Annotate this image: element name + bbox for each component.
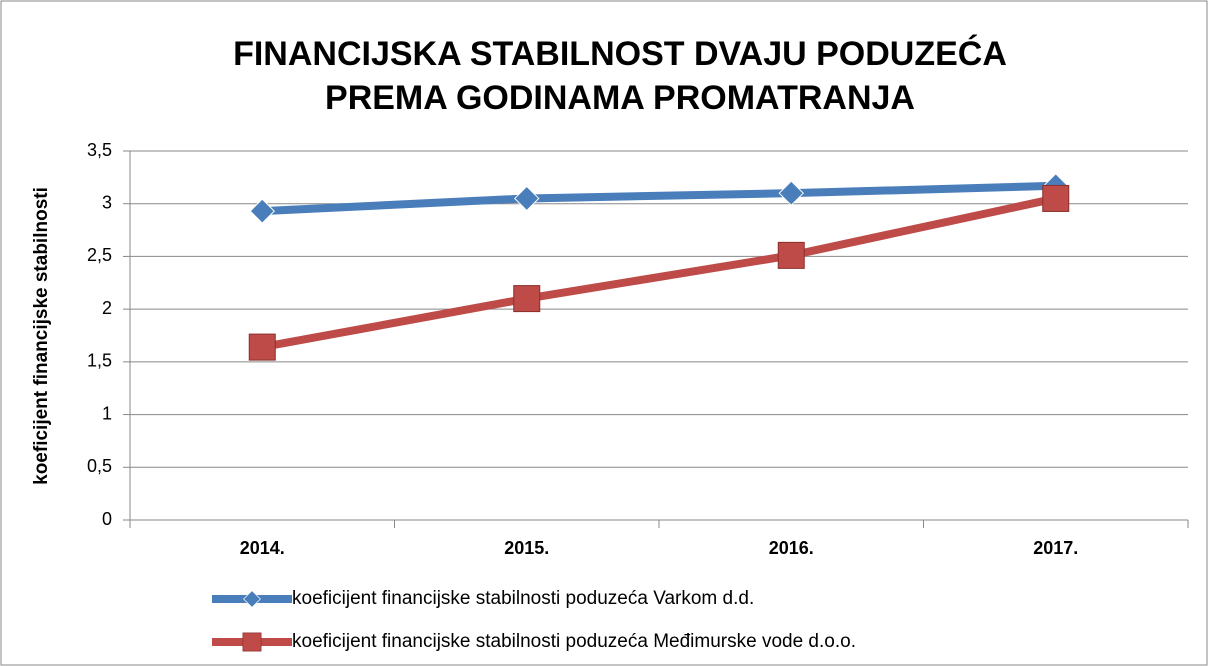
legend-label: koeficijent financijske stabilnosti podu… xyxy=(292,631,856,652)
y-tick-label: 3,5 xyxy=(87,140,112,160)
marker xyxy=(243,590,261,608)
marker xyxy=(248,333,276,361)
series-line xyxy=(261,194,1057,352)
x-tick-label: 2016. xyxy=(769,538,814,558)
marker xyxy=(242,632,262,652)
y-tick-label: 0,5 xyxy=(87,456,112,476)
legend-label: koeficijent financijske stabilnosti podu… xyxy=(292,588,754,609)
marker xyxy=(513,285,541,313)
marker xyxy=(249,198,275,224)
marker xyxy=(514,185,540,212)
y-tick-label: 0 xyxy=(102,509,112,529)
marker xyxy=(777,241,805,269)
x-tick-label: 2015. xyxy=(504,538,549,558)
x-tick-label: 2017. xyxy=(1033,538,1078,558)
chart-title: PREMA GODINAMA PROMATRANJA xyxy=(325,79,915,117)
marker xyxy=(778,180,804,206)
y-tick-label: 1 xyxy=(102,403,112,423)
chart-title: FINANCIJSKA STABILNOST DVAJU PODUZEĆA xyxy=(233,35,1007,73)
marker xyxy=(1042,184,1070,212)
y-tick-label: 1,5 xyxy=(87,351,112,371)
y-tick-label: 2 xyxy=(102,298,112,318)
y-tick-label: 2,5 xyxy=(87,245,112,265)
series-line xyxy=(262,181,1056,216)
x-tick-label: 2014. xyxy=(240,538,285,558)
y-tick-label: 3 xyxy=(102,192,112,212)
y-axis-label: koeficijent financijske stabilnosti xyxy=(31,187,52,485)
